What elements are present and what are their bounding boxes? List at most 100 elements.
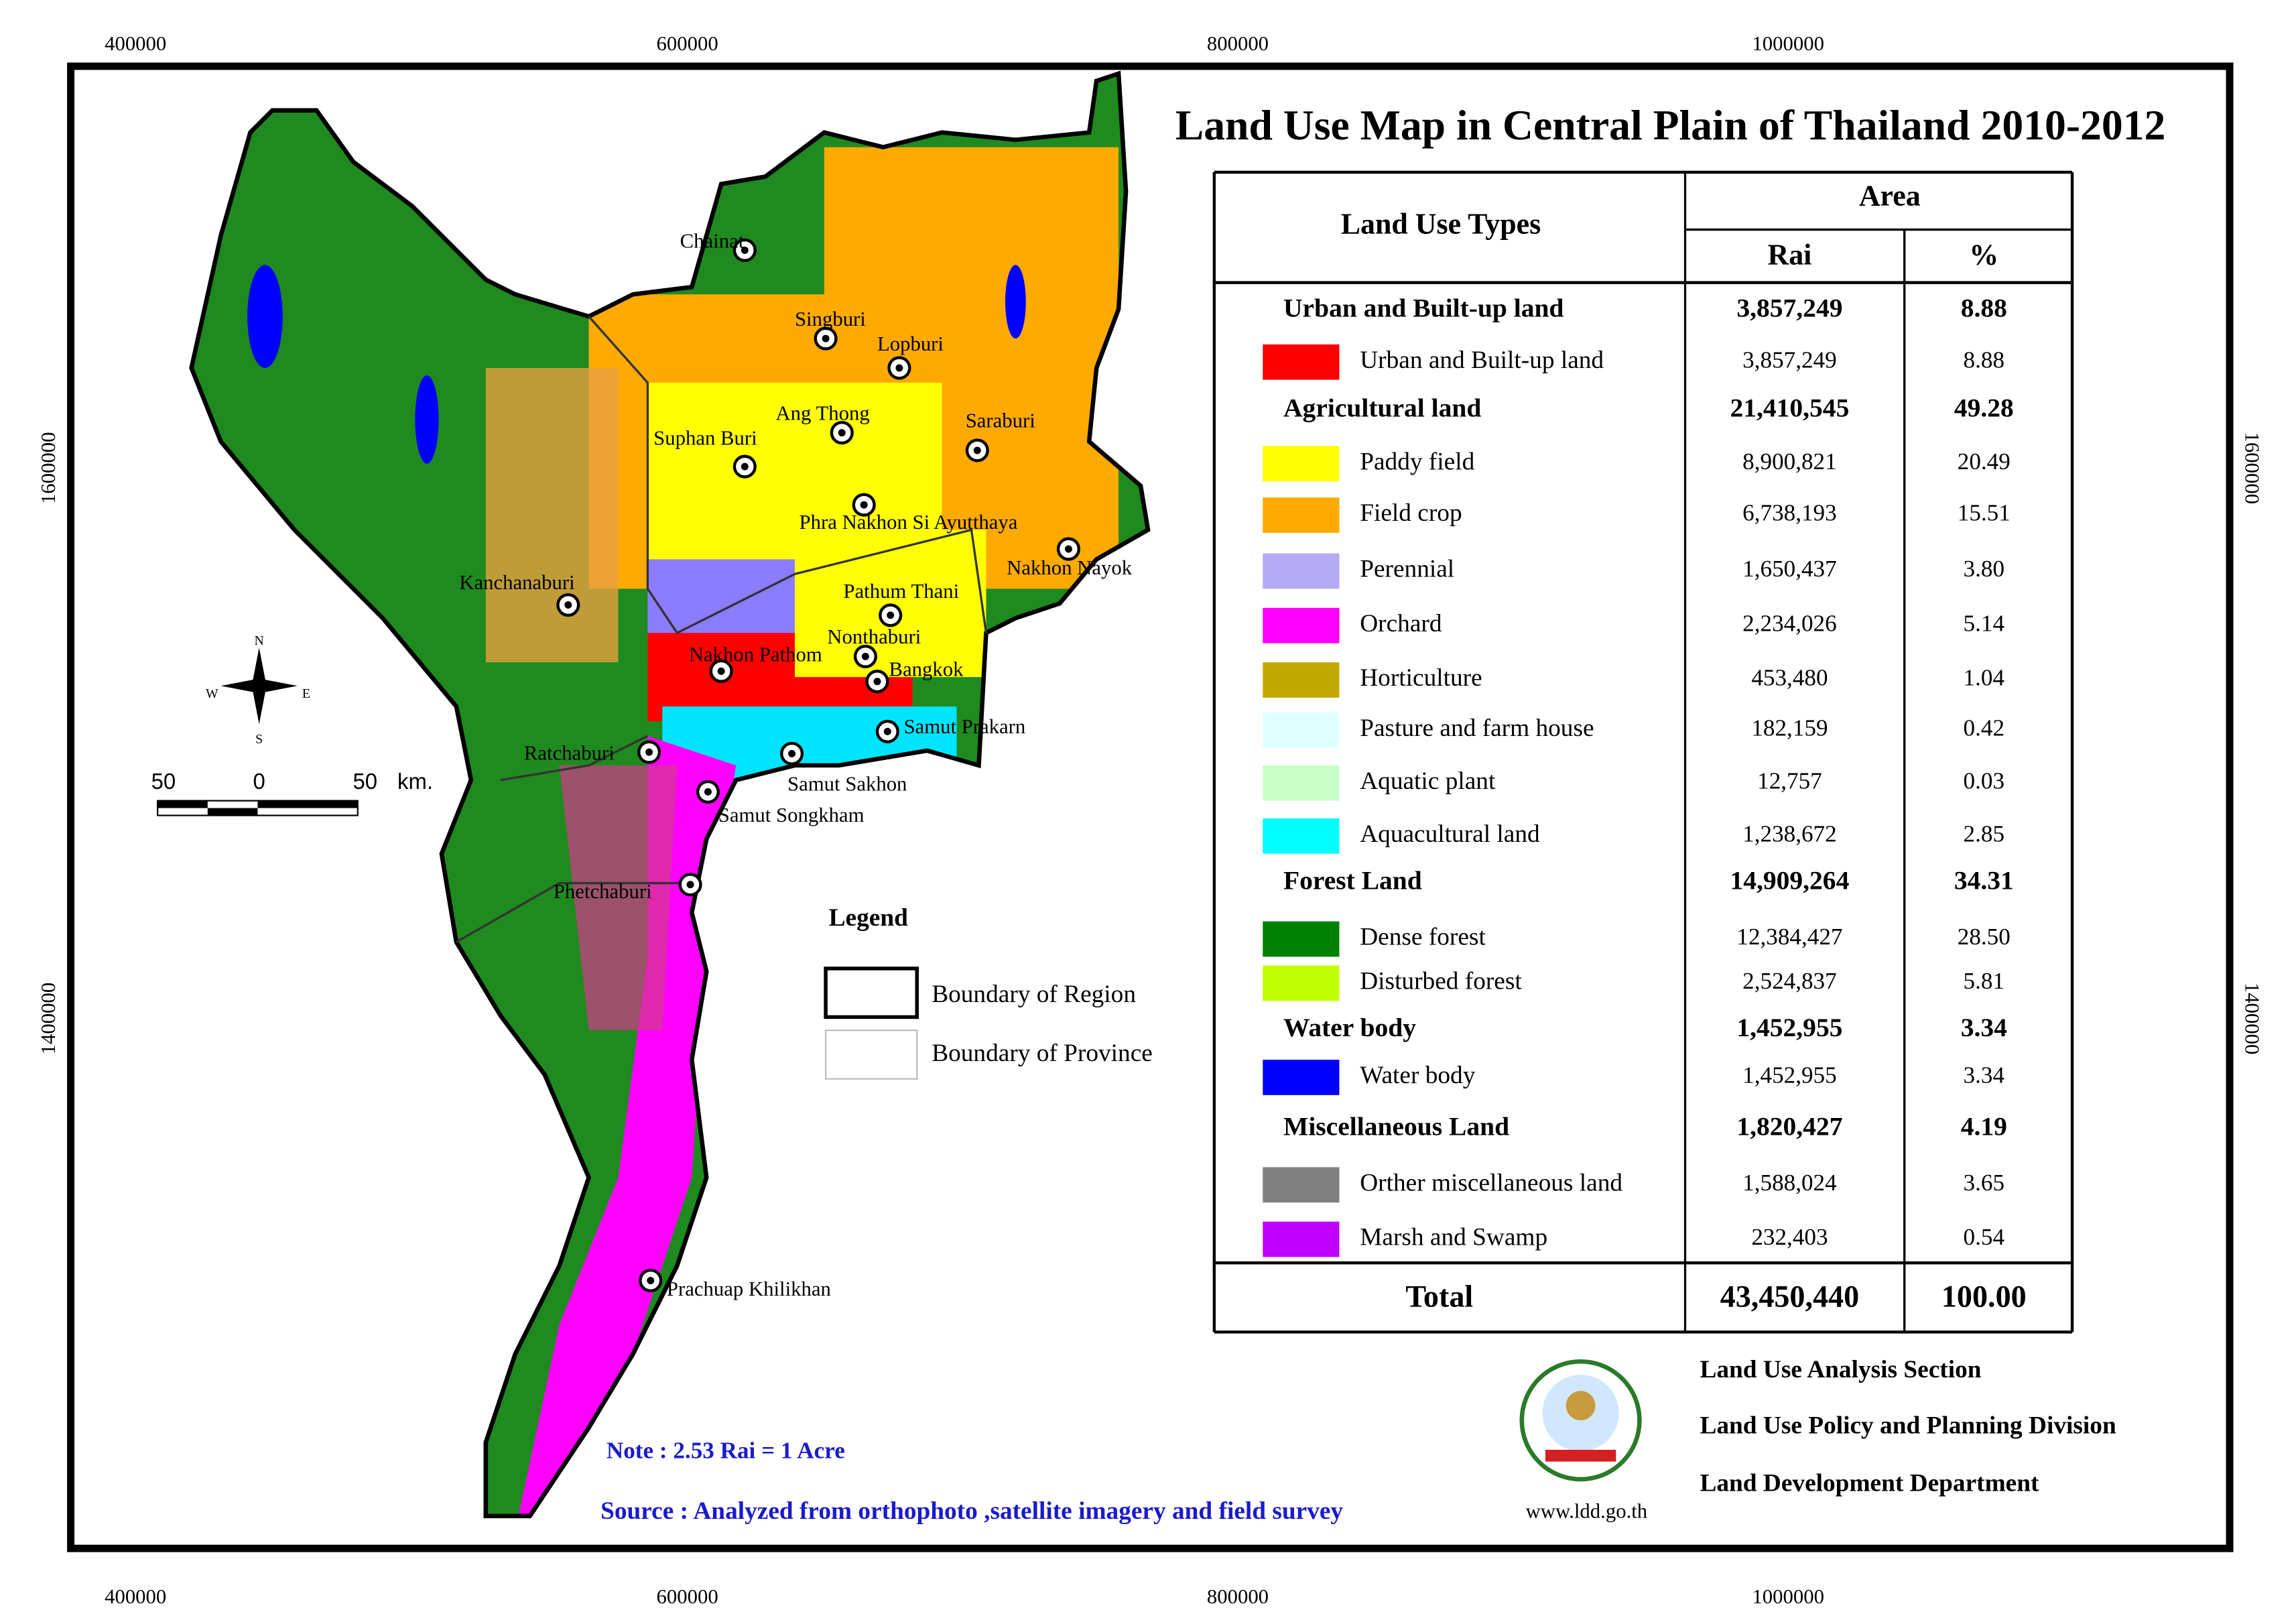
legend-province-box <box>824 1030 918 1080</box>
land-use-label: Aquatic plant <box>1360 767 1496 795</box>
water-body <box>1005 265 1026 339</box>
area-pct: 15.51 <box>1958 500 2011 526</box>
area-rai: 182,159 <box>1751 715 1828 741</box>
area-rai: 8,900,821 <box>1742 448 1837 475</box>
source: Source : Analyzed from orthophoto ,satel… <box>600 1497 1343 1525</box>
area-pct: 8.88 <box>1961 293 2007 322</box>
total-label: Total <box>1405 1280 1473 1314</box>
orchard-area <box>515 735 737 1516</box>
province-marker-dot <box>717 667 725 675</box>
province-marker-dot <box>686 881 694 889</box>
total-rai: 43,450,440 <box>1720 1280 1860 1314</box>
map-title: Land Use Map in Central Plain of Thailan… <box>1175 101 2166 149</box>
province-label: Pathum Thani <box>843 580 959 603</box>
grid-label: 400000 <box>105 1585 166 1608</box>
area-pct: 0.03 <box>1964 767 2004 794</box>
province-label: Ang Thong <box>775 401 869 424</box>
grid-label: 1600000 <box>37 432 60 505</box>
area-pct: 5.14 <box>1964 610 2005 636</box>
province-marker-dot <box>860 501 868 509</box>
area-pct: 20.49 <box>1958 448 2011 475</box>
area-rai: 2,524,837 <box>1742 968 1837 994</box>
area-rai: 1,238,672 <box>1742 820 1837 847</box>
scale-label: 50 <box>353 769 377 794</box>
land-use-group: Forest Land <box>1283 866 1422 895</box>
agency-line: Land Use Policy and Planning Division <box>1700 1412 2116 1440</box>
legend-swatch <box>1263 712 1340 748</box>
legend-swatch <box>1263 818 1340 854</box>
grid-label: 800000 <box>1207 1585 1269 1608</box>
water-body <box>415 375 439 464</box>
land-use-label: Orchard <box>1360 610 1442 637</box>
grid-label: 800000 <box>1207 32 1269 55</box>
grid-label: 400000 <box>105 32 166 55</box>
area-pct: 49.28 <box>1954 393 2014 423</box>
province-label: Suphan Buri <box>653 427 757 450</box>
area-rai: 453,480 <box>1751 665 1828 691</box>
grid-label: 1600000 <box>2241 432 2264 505</box>
area-rai: 14,909,264 <box>1730 866 1850 895</box>
legend-swatch <box>1263 344 1340 380</box>
area-rai: 1,820,427 <box>1736 1111 1842 1141</box>
province-label: Samut Prakarn <box>903 715 1025 738</box>
province-marker-dot <box>741 462 749 471</box>
field-crop-area <box>824 147 1119 354</box>
province-label: Phra Nakhon Si Ayutthaya <box>800 511 1018 534</box>
land-use-label: Dense forest <box>1360 924 1486 951</box>
legend-swatch <box>1263 497 1340 533</box>
area-pct: 3.65 <box>1964 1170 2004 1196</box>
province-label: Nakhon Pathom <box>689 643 822 666</box>
province-label: Nonthaburi <box>827 625 921 648</box>
land-use-label: Pasture and farm house <box>1360 715 1594 742</box>
land-use-label: Disturbed forest <box>1360 967 1522 995</box>
scale-bar <box>157 800 359 816</box>
province-label: Nakhon Nayok <box>1007 556 1133 579</box>
area-pct: 28.50 <box>1958 924 2011 950</box>
province-label: Lopburi <box>877 332 944 355</box>
land-use-label: Field crop <box>1360 499 1462 527</box>
area-pct: 0.54 <box>1964 1224 2005 1250</box>
land-use-label: Horticulture <box>1360 664 1482 692</box>
area-rai: 12,757 <box>1757 767 1822 794</box>
note: Note : 2.53 Rai = 1 Acre <box>607 1437 845 1463</box>
legend-label: Boundary of Province <box>932 1040 1153 1067</box>
agency-line: Land Use Analysis Section <box>1700 1356 1981 1383</box>
province-marker-dot <box>895 364 903 372</box>
legend-region-box <box>824 967 919 1019</box>
area-pct: 3.34 <box>1961 1013 2007 1042</box>
area-pct: 1.04 <box>1964 665 2005 691</box>
province-marker-dot <box>564 601 572 609</box>
grid-label: 600000 <box>657 32 718 55</box>
compass-label: E <box>302 686 310 701</box>
province-label: Saraburi <box>966 409 1035 432</box>
province-label: Samut Sakhon <box>787 773 907 796</box>
area-rai: 3,857,249 <box>1736 293 1842 322</box>
logo <box>1519 1359 1642 1482</box>
compass-label: W <box>206 686 218 701</box>
area-rai: 12,384,427 <box>1736 924 1842 950</box>
table-header: % <box>1969 239 1998 271</box>
province-marker-dot <box>873 678 881 686</box>
land-use-label: Marsh and Swamp <box>1360 1224 1547 1251</box>
province-label: Chainat <box>680 229 745 252</box>
legend-swatch <box>1263 607 1340 643</box>
table-header: Rai <box>1768 239 1812 271</box>
area-rai: 1,650,437 <box>1742 556 1837 582</box>
area-pct: 4.19 <box>1961 1111 2007 1141</box>
province-marker-dot <box>883 727 891 735</box>
legend-swatch <box>1263 446 1340 482</box>
land-use-label: Water body <box>1360 1062 1476 1089</box>
grid-label: 600000 <box>657 1585 718 1608</box>
grid-label: 1400000 <box>37 983 60 1055</box>
province-marker-dot <box>887 611 895 619</box>
water-body <box>247 265 283 368</box>
province-marker-dot <box>1064 545 1072 553</box>
province-label: Kanchanaburi <box>459 571 574 594</box>
website: www.ldd.go.th <box>1526 1499 1648 1522</box>
legend-label: Boundary of Region <box>932 981 1136 1008</box>
legend-swatch <box>1263 765 1340 801</box>
area-rai: 21,410,545 <box>1730 393 1850 423</box>
province-marker-dot <box>973 446 981 454</box>
